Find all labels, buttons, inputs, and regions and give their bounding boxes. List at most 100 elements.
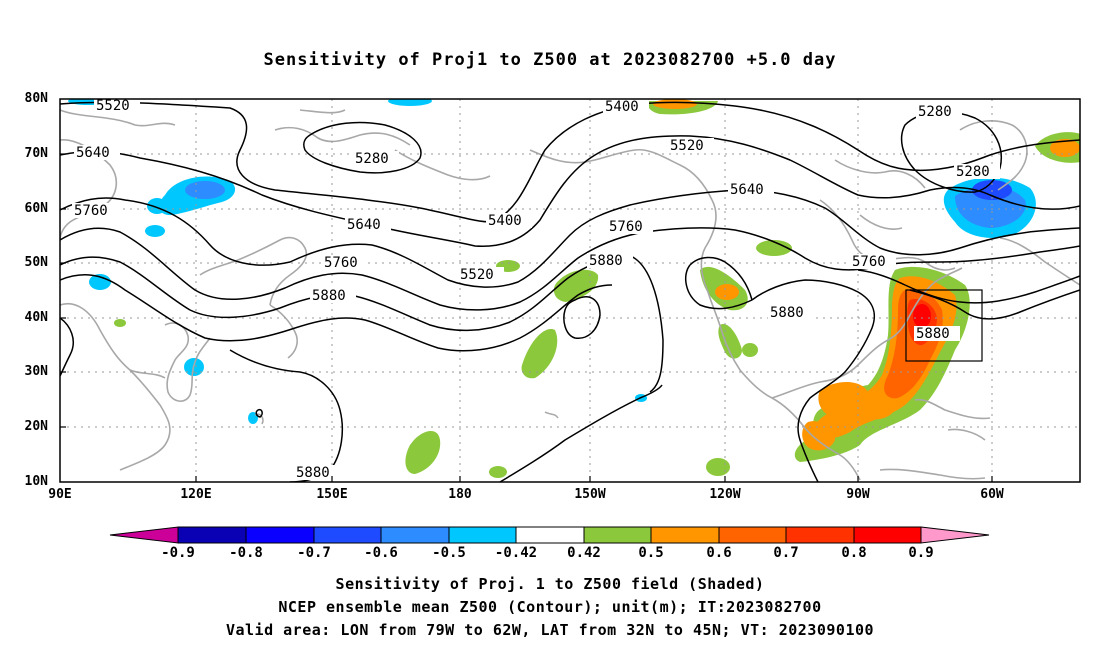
contour-line xyxy=(499,384,663,482)
colorbar-cell xyxy=(853,526,922,544)
contour-line xyxy=(563,296,601,339)
contour-line xyxy=(60,254,664,393)
lon-label: 90E xyxy=(48,487,72,502)
contour-line xyxy=(751,279,876,482)
caption-shaded: Sensitivity of Proj. 1 to Z500 field (Sh… xyxy=(335,575,765,593)
colorbar-cell xyxy=(650,526,720,544)
positive-shading xyxy=(715,284,739,300)
contour-label: 5880 xyxy=(589,253,623,269)
contour-label: 5880 xyxy=(916,326,950,342)
negative-shading xyxy=(145,225,165,237)
map-frame xyxy=(59,98,1081,483)
colorbar-label: -0.6 xyxy=(364,545,398,561)
caption-contour: NCEP ensemble mean Z500 (Contour); unit(… xyxy=(278,598,822,616)
positive-shading xyxy=(489,466,507,478)
contour-line xyxy=(303,121,422,174)
lat-label: 80N xyxy=(24,91,48,106)
colorbar-cell xyxy=(313,526,382,544)
positive-shading xyxy=(521,329,558,379)
colorbar-label: -0.7 xyxy=(297,545,331,561)
colorbar-cell xyxy=(718,526,787,544)
positive-shading xyxy=(857,395,895,420)
colorbar-label: 0.6 xyxy=(706,545,732,561)
map-title: Sensitivity of Proj1 to Z500 at 20230827… xyxy=(263,50,837,70)
lat-label: 30N xyxy=(24,364,48,379)
contour-label: 5400 xyxy=(488,213,522,229)
colorbar-label: 0.8 xyxy=(841,545,867,561)
lon-label: 150E xyxy=(316,487,348,502)
lon-label: 60W xyxy=(980,487,1004,502)
positive-shading xyxy=(913,304,931,328)
colorbar-cell xyxy=(785,526,855,544)
contour-line xyxy=(60,227,1080,311)
contour-line xyxy=(689,256,753,301)
positive-shading xyxy=(114,319,126,327)
contour-label: 5640 xyxy=(347,217,381,233)
caption-valid-area: Valid area: LON from 79W to 62W, LAT fro… xyxy=(225,621,875,639)
contour-label: 5760 xyxy=(609,219,643,235)
contour-label: 5880 xyxy=(296,465,330,481)
lat-label: 70N xyxy=(24,146,48,161)
contour-label: 5640 xyxy=(730,182,764,198)
contour-labels: 5520 5400 5280 5640 5520 5280 5280 5760 … xyxy=(72,98,1000,481)
contour-line xyxy=(684,264,753,310)
shading-layer xyxy=(68,99,1080,478)
contour-label: 5520 xyxy=(670,138,704,154)
contour-label: 5880 xyxy=(770,305,804,321)
colorbar-cell xyxy=(177,526,247,544)
contour-label: 5280 xyxy=(918,104,952,120)
contour-line xyxy=(60,135,1080,247)
contour-line xyxy=(255,408,263,418)
colorbar-label: -0.9 xyxy=(161,545,195,561)
lat-label: 40N xyxy=(24,310,48,325)
valid-area-box xyxy=(905,289,983,362)
lat-label: 50N xyxy=(24,255,48,270)
contour-line xyxy=(909,289,1080,320)
lon-label: 120W xyxy=(709,487,741,502)
contour-line xyxy=(60,317,74,377)
positive-shading xyxy=(706,458,730,476)
lon-label: 120E xyxy=(180,487,212,502)
colorbar xyxy=(109,526,990,544)
negative-shading xyxy=(185,181,225,199)
lat-label: 20N xyxy=(24,419,48,434)
contour-line xyxy=(857,269,1080,304)
contour-line xyxy=(229,349,344,482)
lon-label: 180 xyxy=(448,487,472,502)
colorbar-cell xyxy=(920,526,990,544)
lat-label: 10N xyxy=(24,474,48,489)
negative-shading xyxy=(388,99,432,106)
positive-shading xyxy=(818,382,869,419)
positive-shading xyxy=(756,240,792,256)
contour-label: 5880 xyxy=(312,288,346,304)
colorbar-cell xyxy=(515,526,585,544)
lat-label: 60N xyxy=(24,201,48,216)
colorbar-label: 0.9 xyxy=(908,545,934,561)
positive-shading xyxy=(1050,139,1080,157)
contour-line xyxy=(60,189,1080,288)
contour-label: 5760 xyxy=(324,255,358,271)
contour-label: 5280 xyxy=(355,151,389,167)
positive-shading xyxy=(802,421,835,451)
contour-line xyxy=(900,111,1002,193)
colorbar-cell xyxy=(109,526,179,544)
colorbar-cell xyxy=(583,526,652,544)
lon-label: 150W xyxy=(574,487,606,502)
contour-label: 5520 xyxy=(460,267,494,283)
contour-label: 5280 xyxy=(956,164,990,180)
positive-shading xyxy=(742,343,758,357)
positive-shading xyxy=(553,269,599,302)
colorbar-cell xyxy=(380,526,450,544)
positive-shading xyxy=(653,99,697,109)
colorbar-cell xyxy=(448,526,517,544)
colorbar-label: 0.7 xyxy=(773,545,799,561)
contour-label: 5520 xyxy=(96,98,130,114)
colorbar-cell xyxy=(245,526,315,544)
positive-shading xyxy=(405,430,441,474)
lon-label: 90W xyxy=(846,487,870,502)
colorbar-label: -0.42 xyxy=(494,545,538,561)
colorbar-label: 0.42 xyxy=(567,545,601,561)
contour-label: 5760 xyxy=(852,254,886,270)
negative-shading xyxy=(955,185,1026,228)
